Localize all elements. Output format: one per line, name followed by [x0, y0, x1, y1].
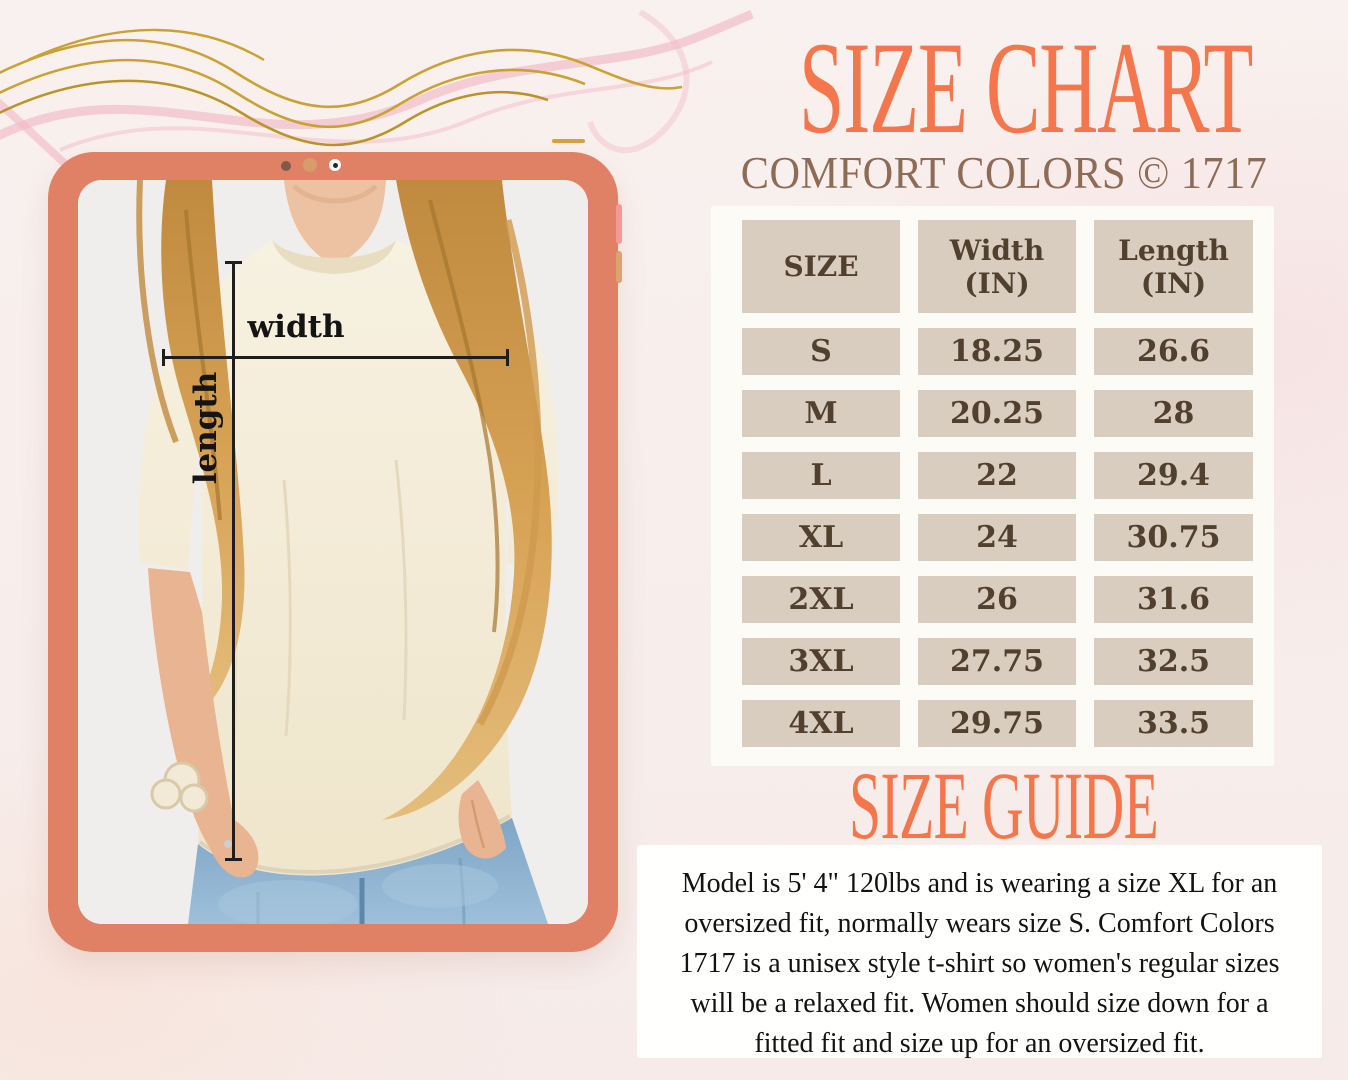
page-title-text: SIZE CHART [798, 14, 1254, 161]
width-cell: 29.75 [918, 700, 1076, 747]
length-label: length [188, 371, 224, 485]
tablet-side-button-bottom [616, 251, 622, 283]
camera-dot-brown-icon [281, 161, 291, 171]
width-cell: 18.25 [918, 328, 1076, 375]
size-guide-heading: SIZE GUIDE [660, 758, 1348, 854]
length-cell: 31.6 [1094, 576, 1253, 623]
size-table: SIZE Width (IN) Length (IN) S 18.25 26.6 M… [742, 220, 1253, 747]
length-cell: 29.4 [1094, 452, 1253, 499]
size-cell: 3XL [742, 638, 900, 685]
length-cell: 28 [1094, 390, 1253, 437]
size-guide-box: Model is 5' 4" 120lbs and is wearing a s… [637, 845, 1322, 1059]
model-photo-illustration [78, 180, 588, 924]
size-guide-line: will be a relaxed fit. Women should size… [690, 988, 1269, 1019]
width-cell: 24 [918, 514, 1076, 561]
width-measure-line [162, 349, 509, 366]
col-header-length-unit: (IN) [1140, 266, 1207, 300]
col-header-width-unit: (IN) [964, 266, 1030, 300]
col-header-size: SIZE [742, 220, 900, 313]
length-cell: 30.75 [1094, 514, 1253, 561]
size-cell: S [742, 328, 900, 375]
tablet-frame: width length [48, 152, 622, 952]
size-guide-line: Model is 5' 4" 120lbs and is wearing a s… [681, 868, 1278, 899]
length-cell: 32.5 [1094, 638, 1253, 685]
length-cell: 33.5 [1094, 700, 1253, 747]
col-header-length-label: Length [1118, 233, 1229, 267]
size-cell: XL [742, 514, 900, 561]
col-header-width: Width (IN) [918, 220, 1076, 313]
size-guide-paragraph: Model is 5' 4" 120lbs and is wearing a s… [637, 845, 1322, 1064]
camera-dot-tan-icon [303, 158, 317, 172]
model-photo: width length [78, 180, 588, 924]
size-guide-line: 1717 is a unisex style t-shirt so women'… [679, 948, 1280, 979]
length-measure-line [225, 261, 242, 861]
width-label: width [247, 309, 345, 345]
size-guide-line: oversized fit, normally wears size S. Co… [684, 908, 1275, 939]
col-header-length: Length (IN) [1094, 220, 1253, 313]
camera-lens-icon [329, 159, 341, 171]
width-cell: 20.25 [918, 390, 1076, 437]
size-guide-line: fitted fit and size up for an oversized … [754, 1028, 1205, 1059]
size-cell: 2XL [742, 576, 900, 623]
page-title: SIZE CHART [660, 22, 1348, 154]
size-cell: L [742, 452, 900, 499]
product-subtitle-text: COMFORT COLORS © 1717 [740, 148, 1268, 198]
col-header-width-label: Width [949, 233, 1045, 267]
size-cell: M [742, 390, 900, 437]
tablet-side-button-top [616, 204, 622, 244]
size-guide-heading-text: SIZE GUIDE [849, 752, 1159, 859]
col-header-size-label: SIZE [783, 250, 859, 283]
width-cell: 26 [918, 576, 1076, 623]
product-subtitle: COMFORT COLORS © 1717 [660, 151, 1348, 196]
length-cell: 26.6 [1094, 328, 1253, 375]
gold-accent-dash [552, 139, 585, 143]
width-cell: 27.75 [918, 638, 1076, 685]
size-cell: 4XL [742, 700, 900, 747]
width-cell: 22 [918, 452, 1076, 499]
